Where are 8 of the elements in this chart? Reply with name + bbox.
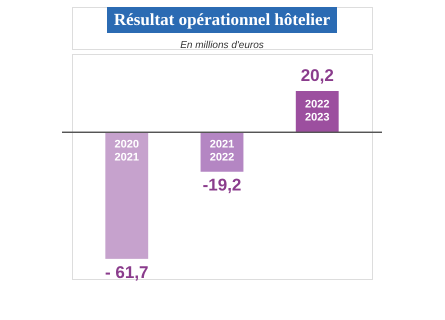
chart-subtitle: En millions d'euros	[180, 40, 264, 51]
data-label: -19,2	[202, 176, 242, 195]
x-tick-label: 2020 2021	[114, 138, 140, 164]
data-label: 20,2	[300, 66, 334, 85]
x-tick-label: 2022 2023	[304, 98, 330, 124]
x-tick-label: 2021 2022	[210, 138, 234, 164]
data-label: - 61,7	[105, 262, 149, 282]
chart-title: Résultat opérationnel hôtelier	[114, 10, 331, 29]
